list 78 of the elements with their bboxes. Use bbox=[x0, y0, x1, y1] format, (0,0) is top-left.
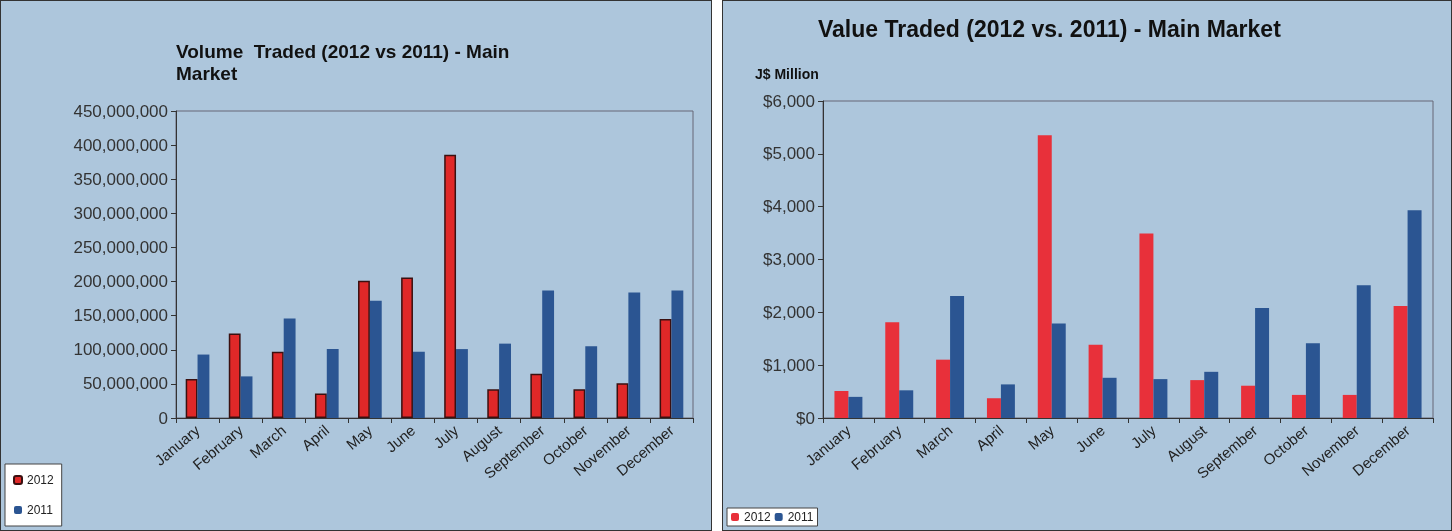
y-tick-label: 250,000,000 bbox=[73, 237, 168, 257]
legend-label: 2011 bbox=[27, 503, 54, 517]
bar bbox=[834, 391, 849, 418]
bar bbox=[950, 296, 965, 418]
x-tick-label: May bbox=[342, 421, 376, 453]
chart-title: Value Traded (2012 vs. 2011) - Main Market bbox=[818, 16, 1282, 42]
bar bbox=[358, 280, 370, 418]
bar bbox=[326, 349, 339, 418]
bar bbox=[1190, 380, 1205, 418]
bar bbox=[412, 351, 425, 418]
bar bbox=[283, 318, 296, 418]
y-tick-label: 300,000,000 bbox=[73, 203, 168, 223]
bar bbox=[1407, 210, 1422, 418]
legend-label: 2012 bbox=[744, 510, 772, 524]
bar bbox=[487, 389, 500, 418]
x-tick-label: July bbox=[430, 421, 462, 452]
bar bbox=[314, 393, 327, 418]
y-tick-label: 400,000,000 bbox=[73, 135, 168, 155]
y-tick-label: 200,000,000 bbox=[73, 272, 168, 292]
y-tick-label: $4,000 bbox=[763, 197, 815, 217]
bar bbox=[185, 379, 198, 418]
bar bbox=[1000, 384, 1015, 418]
chart-title: Volume Traded (2012 vs 2011) - Main Market bbox=[176, 40, 515, 84]
y-tick-label: 100,000,000 bbox=[73, 340, 168, 360]
bar bbox=[271, 351, 284, 418]
x-tick-label: June bbox=[1072, 421, 1109, 456]
bar bbox=[1204, 371, 1219, 418]
bar bbox=[986, 398, 1001, 418]
y-tick-label: 350,000,000 bbox=[73, 169, 168, 189]
bar bbox=[1102, 377, 1117, 418]
bar bbox=[573, 389, 586, 418]
bar bbox=[1088, 344, 1103, 418]
bar bbox=[542, 290, 555, 418]
bar bbox=[444, 154, 457, 418]
bar bbox=[659, 319, 672, 418]
bar bbox=[456, 349, 468, 418]
y-tick-label: $3,000 bbox=[763, 250, 815, 269]
bar bbox=[1291, 394, 1306, 418]
y-tick-label: $6,000 bbox=[763, 91, 815, 111]
bar bbox=[530, 373, 543, 418]
bar bbox=[616, 383, 629, 418]
x-tick-label: July bbox=[1127, 421, 1160, 452]
bar bbox=[1037, 135, 1052, 418]
y-tick-label: 50,000,000 bbox=[82, 374, 168, 394]
bar bbox=[1356, 285, 1371, 418]
bar bbox=[1305, 343, 1320, 418]
legend-label: 2011 bbox=[787, 510, 814, 524]
x-tick-label: June bbox=[382, 421, 419, 456]
bar bbox=[401, 277, 413, 418]
bar bbox=[197, 354, 210, 418]
bar bbox=[1393, 305, 1408, 418]
bar bbox=[885, 322, 900, 418]
bar bbox=[369, 300, 382, 418]
y-tick-label: $1,000 bbox=[763, 355, 815, 375]
legend-label: 2012 bbox=[27, 473, 55, 487]
bar bbox=[671, 290, 684, 418]
bar bbox=[228, 333, 241, 418]
bar bbox=[1051, 323, 1066, 418]
bar bbox=[1255, 307, 1270, 418]
y-tick-label: 150,000,000 bbox=[73, 306, 168, 326]
x-tick-label: May bbox=[1024, 421, 1058, 453]
bar bbox=[1139, 233, 1154, 418]
bar bbox=[1342, 394, 1357, 418]
bar bbox=[1153, 379, 1168, 418]
bar bbox=[848, 396, 863, 418]
bar bbox=[499, 343, 511, 418]
bar bbox=[628, 292, 641, 418]
bar bbox=[936, 359, 951, 418]
bar bbox=[240, 376, 253, 418]
y-tick-label: 0 bbox=[158, 408, 168, 428]
y-tick-label: $2,000 bbox=[763, 302, 815, 322]
y-tick-label: $0 bbox=[796, 408, 815, 428]
bar bbox=[1241, 385, 1256, 418]
bar bbox=[585, 346, 598, 418]
y-tick-label: $5,000 bbox=[763, 144, 815, 164]
y-axis-title: J$ Million bbox=[755, 66, 819, 82]
y-tick-label: 450,000,000 bbox=[73, 101, 168, 121]
bar bbox=[899, 390, 914, 418]
